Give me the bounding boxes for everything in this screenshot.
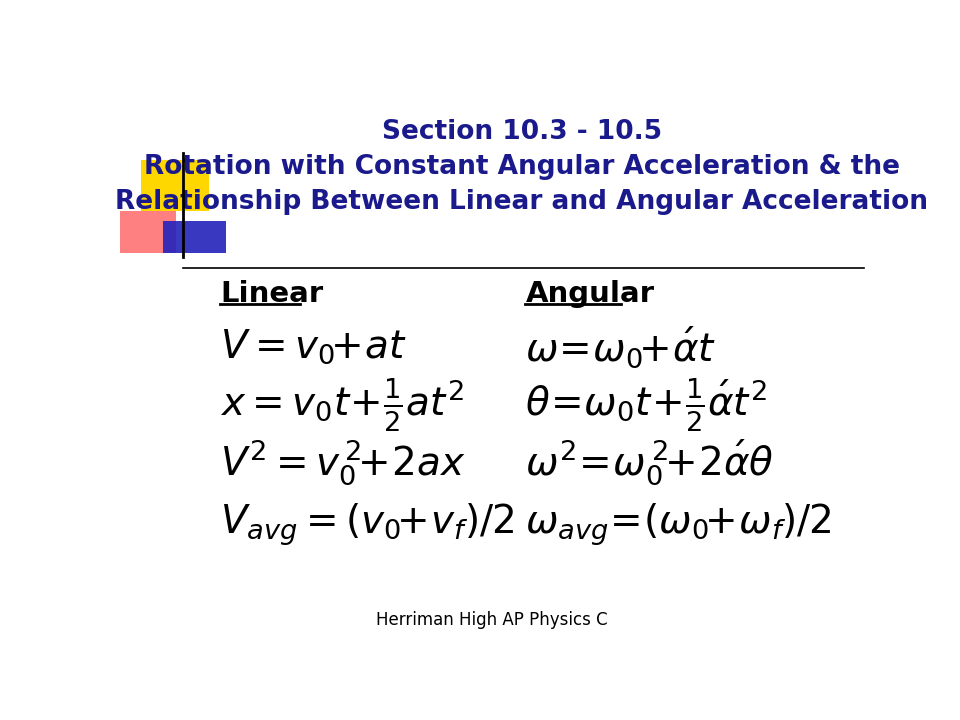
Bar bbox=[141, 160, 209, 211]
Text: $V_{avg} = (v_0\!\!+\!v_f)/2$: $V_{avg} = (v_0\!\!+\!v_f)/2$ bbox=[221, 501, 515, 548]
Bar bbox=[120, 211, 176, 253]
Text: Section 10.3 - 10.5
Rotation with Constant Angular Acceleration & the
Relationsh: Section 10.3 - 10.5 Rotation with Consta… bbox=[115, 119, 928, 215]
Text: $\theta\!=\!\omega_0t\!+\!\frac{1}{2}\acute{\alpha}t^2$: $\theta\!=\!\omega_0t\!+\!\frac{1}{2}\ac… bbox=[525, 377, 768, 434]
Text: $V = v_0\!\!+\!at$: $V = v_0\!\!+\!at$ bbox=[221, 328, 407, 366]
Bar bbox=[163, 220, 227, 253]
Text: $\omega_{avg}\!=\!(\omega_0\!\!+\!\omega_f)/2$: $\omega_{avg}\!=\!(\omega_0\!\!+\!\omega… bbox=[525, 501, 832, 548]
Text: $x = v_0t\!+\!\frac{1}{2}at^2$: $x = v_0t\!+\!\frac{1}{2}at^2$ bbox=[221, 377, 465, 434]
Text: $\omega\!=\!\omega_0\!\!+\!\acute{\alpha}t$: $\omega\!=\!\omega_0\!\!+\!\acute{\alpha… bbox=[525, 324, 717, 369]
Text: Herriman High AP Physics C: Herriman High AP Physics C bbox=[376, 611, 608, 629]
Text: $\omega^2\!=\!\omega_0^{\,2}\!\!+\!2\acute{\alpha}\theta$: $\omega^2\!=\!\omega_0^{\,2}\!\!+\!2\acu… bbox=[525, 438, 775, 488]
Text: Angular: Angular bbox=[525, 280, 655, 308]
Text: $V^2 = v_0^{\,2}\!\!+\!2ax$: $V^2 = v_0^{\,2}\!\!+\!2ax$ bbox=[221, 438, 467, 488]
Text: Linear: Linear bbox=[221, 280, 324, 308]
